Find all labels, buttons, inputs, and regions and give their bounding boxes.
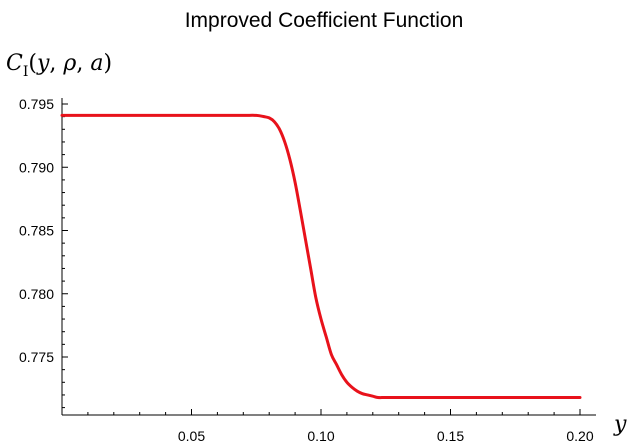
- y-tick-label: 0.775: [19, 349, 54, 365]
- y-label-close-paren: ): [103, 51, 112, 76]
- y-tick-label: 0.780: [19, 286, 54, 302]
- series-line: [60, 113, 582, 400]
- x-tick-label: 0.20: [566, 428, 593, 444]
- y-tick-label: 0.785: [19, 223, 54, 239]
- x-axis-label: y: [613, 412, 627, 437]
- x-tick-label: 0.15: [437, 428, 464, 444]
- y-label-arg-rho: ρ: [62, 51, 76, 76]
- y-label-arg-y: y: [36, 51, 50, 76]
- y-label-sep-1: ,: [49, 51, 63, 76]
- axis-ticks: [61, 103, 581, 415]
- y-label-sep-2: ,: [76, 51, 90, 76]
- y-label-subscript: I: [23, 64, 29, 80]
- tick-labels: 0.05 0.10 0.15 0.20 0.775 0.780 0.785 0.790 0.79…: [19, 96, 594, 444]
- y-axis-label: CI(y, ρ, a): [6, 51, 112, 80]
- chart-title: Improved Coefficient Function: [185, 9, 464, 32]
- plot-area: [60, 113, 582, 400]
- x-tick-label: 0.10: [307, 428, 334, 444]
- y-tick-label: 0.790: [19, 159, 54, 175]
- x-tick-label: 0.05: [178, 428, 205, 444]
- y-label-main: C: [6, 51, 23, 76]
- y-label-arg-a: a: [90, 51, 103, 76]
- y-label-open-paren: (: [28, 51, 37, 76]
- y-tick-label: 0.795: [19, 96, 54, 112]
